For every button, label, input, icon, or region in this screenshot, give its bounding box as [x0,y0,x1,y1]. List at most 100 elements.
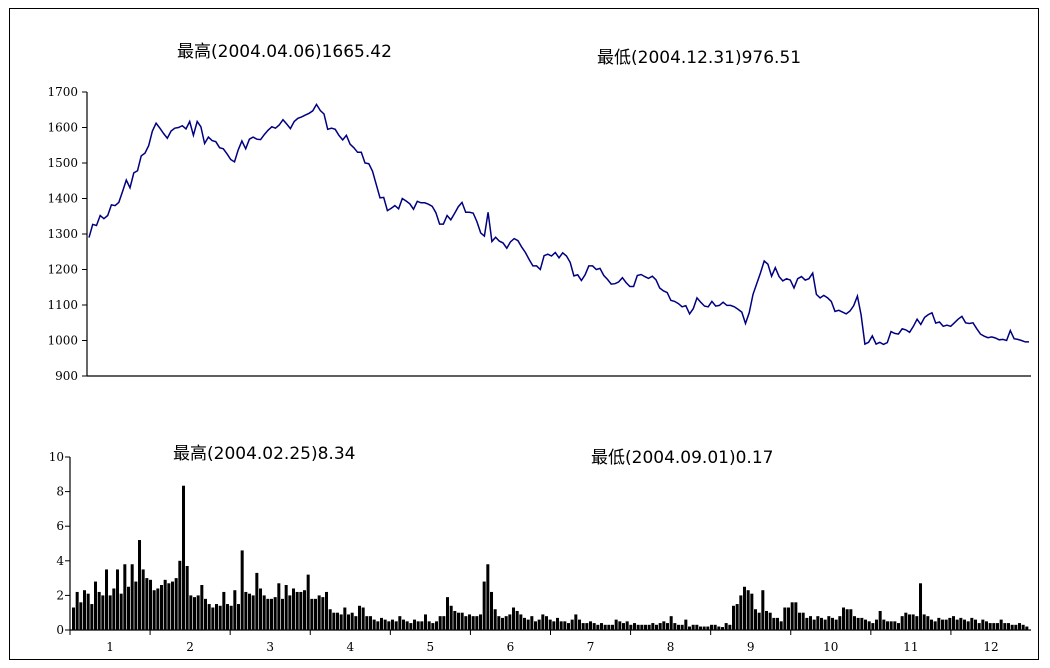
volume-bar [801,612,805,630]
volume-bar [112,588,116,630]
volume-bar [897,623,901,630]
volume-bar [127,586,131,630]
volume-bar [878,610,882,630]
volume-bar [321,597,325,630]
volume-bar [90,604,94,630]
volume-bar [633,623,637,630]
volume-bar [805,617,809,630]
volume-bar [233,590,237,630]
volume-high-annotation: 最高(2004.02.25)8.34 [173,444,355,464]
volume-bar [138,540,142,630]
volume-bar [768,612,772,630]
price-y-tick-label: 1500 [47,156,78,170]
month-label: 10 [823,640,838,654]
volume-bar [691,624,695,630]
volume-bar [585,623,589,630]
volume-bar [178,560,182,630]
month-label: 12 [983,640,998,654]
volume-bar [710,624,714,630]
volume-bar [651,623,655,630]
volume-bar [504,616,508,630]
volume-bar [534,621,538,630]
volume-bar [402,619,406,630]
volume-bar [699,626,703,630]
volume-bar [193,597,197,630]
price-y-tick-label: 900 [55,369,78,383]
volume-y-tick-label: 6 [56,519,64,533]
volume-bar [515,610,519,630]
volume-bar [856,617,860,630]
volume-bar [728,624,732,630]
month-label: 1 [106,640,114,654]
volume-bar [145,578,149,630]
volume-bar [207,604,211,630]
volume-bar [229,605,233,630]
volume-bar [552,621,556,630]
volume-bar [838,616,842,630]
volume-bar [116,569,120,630]
volume-bar [457,612,461,630]
volume-bar [713,624,717,630]
volume-bar [889,621,893,630]
volume-bar [992,623,996,630]
volume-bar [750,593,754,630]
volume-bar [149,579,153,630]
month-label: 7 [587,640,595,654]
volume-bar [435,621,439,630]
volume-bar [908,614,912,630]
volume-bar [471,616,475,630]
volume-bar [347,614,351,630]
volume-bar [629,624,633,630]
price-line-chart: 900 1000 1100 1200 1300 1400 1500 1600 1700 最高(2… [47,42,1031,383]
volume-bar [409,623,413,630]
price-series-line [88,102,1029,346]
volume-bar [655,624,659,630]
volume-low-annotation: 最低(2004.09.01)0.17 [591,448,773,468]
volume-bar [563,621,567,630]
volume-bar [798,612,802,630]
volume-bar [735,604,739,630]
volume-bar [1025,626,1029,630]
volume-bar [424,614,428,630]
volume-bar [823,619,827,630]
volume-bar [94,581,98,630]
volume-bar [497,616,501,630]
volume-bar [611,624,615,630]
volume-bar [226,604,230,630]
volume-bar [167,583,171,630]
volume-bar [369,616,373,630]
volume-bar [559,621,563,630]
volume-bar [288,595,292,630]
volume-bar [548,619,552,630]
volume-bar [743,586,747,630]
month-label: 4 [346,640,354,654]
volume-bar [123,564,127,630]
volume-bar [306,574,310,630]
volume-bar [959,617,963,630]
volume-bar [926,616,930,630]
volume-bar [625,621,629,630]
volume-bar [486,564,490,630]
volume-bar [171,581,175,630]
volume-bar [677,624,681,630]
volume-bar [977,623,981,630]
volume-bar [431,623,435,630]
volume-bar [284,585,288,630]
volume-bar [614,619,618,630]
volume-bar [325,591,329,630]
volume-bar [1003,623,1007,630]
volume-y-tick-label: 2 [56,588,64,602]
volume-bar [864,619,868,630]
volume-bar [673,623,677,630]
volume-bar [361,607,365,630]
volume-bar [941,619,945,630]
volume-bar [468,614,472,630]
volume-bar [948,617,952,630]
volume-bar [812,619,816,630]
volume-bar [809,616,813,630]
volume-bar [182,485,186,630]
price-low-annotation: 最低(2004.12.31)976.51 [597,48,801,68]
volume-bar [438,616,442,630]
